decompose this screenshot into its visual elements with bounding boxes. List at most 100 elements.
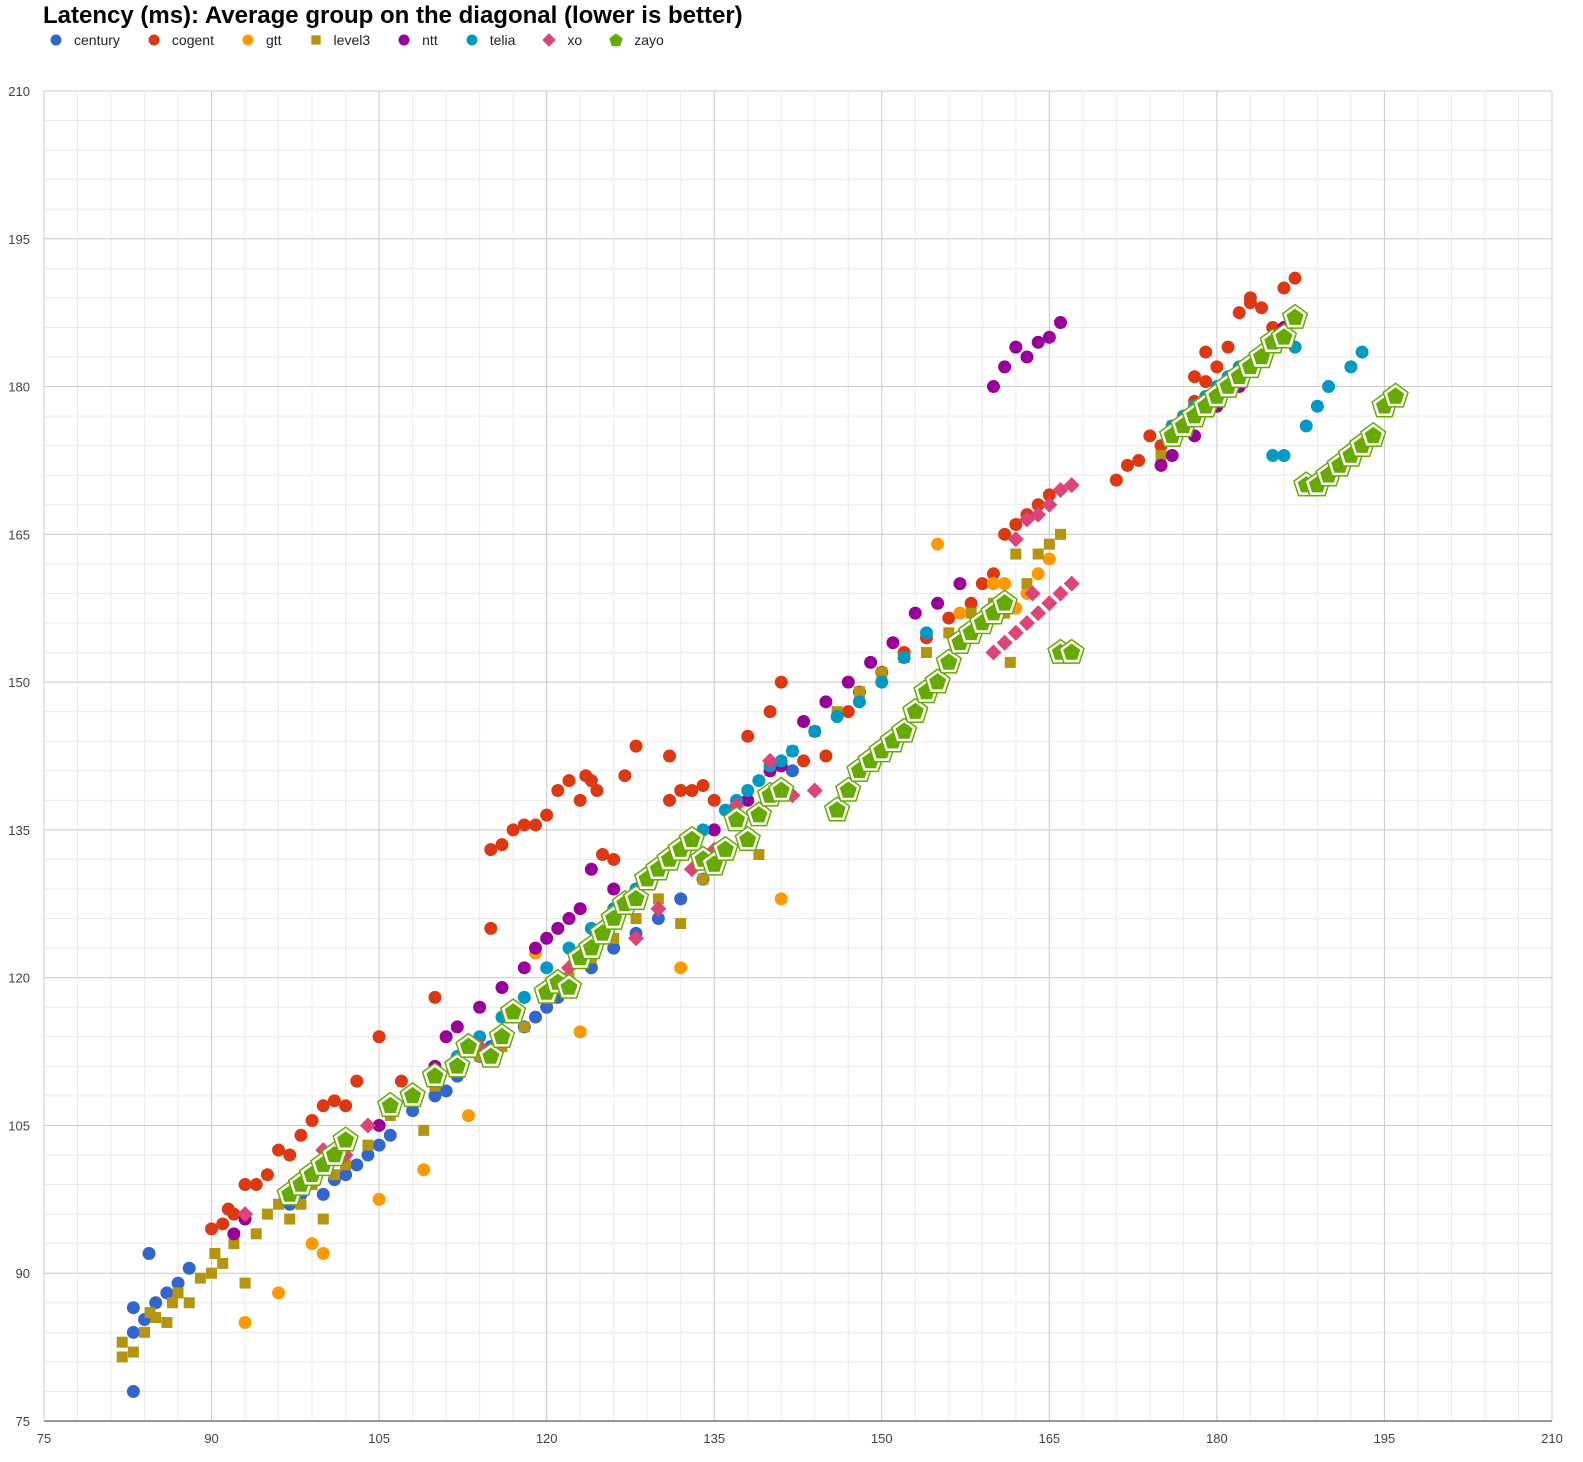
data-point-gtt — [305, 1237, 319, 1251]
legend-marker-zayo — [609, 33, 623, 47]
data-point-level3 — [943, 627, 955, 639]
data-point-century — [142, 1247, 156, 1261]
y-tick-label: 135 — [8, 823, 30, 838]
data-point-telia — [1266, 449, 1280, 463]
data-point-century — [540, 1000, 554, 1014]
x-tick-label: 165 — [1038, 1431, 1060, 1446]
data-point-gtt — [931, 537, 945, 551]
data-point-gtt — [461, 1109, 475, 1123]
data-point-zayo — [678, 825, 706, 852]
data-point-century — [149, 1296, 163, 1310]
data-point-level3 — [518, 1021, 530, 1033]
data-point-ntt — [540, 931, 554, 945]
data-point-cogent — [1132, 453, 1146, 467]
legend-item-gtt[interactable]: gtt — [240, 32, 282, 48]
data-point-level3 — [675, 917, 687, 929]
data-point-level3 — [144, 1307, 156, 1319]
data-point-telia — [1277, 449, 1291, 463]
data-point-cogent — [294, 1128, 308, 1142]
data-point-telia — [830, 710, 844, 724]
y-tick-label: 165 — [8, 527, 30, 542]
data-point-cogent — [774, 675, 788, 689]
data-point-xo — [985, 644, 1002, 661]
data-point-xo — [1041, 595, 1058, 612]
data-point-zayo — [1371, 392, 1398, 418]
data-point-century — [350, 1158, 364, 1172]
data-point-cogent — [707, 793, 721, 807]
data-point-level3 — [239, 1277, 251, 1289]
data-point-telia — [1310, 399, 1324, 413]
series-cogent — [205, 271, 1302, 1236]
data-point-cogent — [584, 774, 598, 788]
data-point-cogent — [819, 749, 833, 763]
square-icon — [310, 35, 321, 45]
data-point-ntt — [439, 1030, 453, 1044]
data-point-level3 — [876, 666, 888, 678]
data-point-zayo — [723, 806, 750, 832]
data-point-zayo — [377, 1091, 404, 1118]
legend-label: century — [74, 32, 120, 48]
legend-marker-ntt — [398, 34, 410, 46]
data-point-century — [439, 1084, 453, 1098]
data-point-ntt — [1042, 330, 1056, 344]
legend-item-xo[interactable]: xo — [541, 32, 582, 48]
data-point-cogent — [1009, 517, 1023, 531]
data-point-cogent — [1121, 458, 1135, 472]
legend-marker-cogent — [148, 34, 160, 46]
legend-item-zayo[interactable]: zayo — [608, 32, 664, 48]
data-point-century — [785, 764, 799, 778]
diamond-icon — [542, 33, 557, 47]
data-point-gtt — [1042, 552, 1056, 566]
data-point-xo — [1007, 531, 1024, 548]
data-point-cogent — [540, 808, 554, 822]
legend-label: telia — [489, 32, 516, 48]
data-point-zayo — [890, 717, 918, 743]
y-tick-label: 150 — [8, 675, 30, 690]
legend-item-ntt[interactable]: ntt — [396, 32, 438, 48]
data-point-cogent — [272, 1143, 286, 1157]
data-point-ntt — [1154, 458, 1168, 472]
data-point-zayo — [488, 1022, 516, 1049]
data-point-xo — [1052, 482, 1069, 498]
data-point-cogent — [663, 793, 677, 807]
legend-item-level3[interactable]: level3 — [308, 32, 370, 48]
legend-item-cogent[interactable]: cogent — [146, 32, 214, 48]
data-point-ntt — [584, 862, 598, 876]
data-point-cogent — [685, 783, 699, 797]
data-point-gtt — [986, 577, 1000, 591]
data-point-telia — [1299, 419, 1313, 433]
data-point-gtt — [953, 606, 967, 620]
data-point-level3 — [183, 1297, 195, 1309]
data-point-ntt — [998, 360, 1012, 374]
y-tick-label: 75 — [16, 1414, 30, 1429]
data-point-ntt — [1165, 449, 1179, 463]
data-point-cogent — [249, 1178, 263, 1192]
data-point-xo — [1041, 496, 1058, 513]
legend-item-century[interactable]: century — [48, 32, 120, 48]
data-point-xo — [762, 752, 779, 769]
legend-marker-telia — [466, 34, 478, 46]
data-point-level3 — [853, 686, 865, 698]
data-point-cogent — [1288, 271, 1302, 285]
data-point-cogent — [506, 823, 520, 837]
x-tick-label: 150 — [871, 1431, 893, 1446]
data-point-cogent — [975, 577, 989, 591]
data-point-xo — [650, 900, 667, 917]
data-point-level3 — [139, 1326, 151, 1338]
data-point-zayo — [768, 776, 795, 802]
data-point-cogent — [528, 818, 542, 832]
series-zayo — [276, 303, 1409, 1206]
legend-item-telia[interactable]: telia — [464, 32, 516, 48]
data-point-ntt — [707, 823, 721, 837]
data-point-level3 — [250, 1228, 262, 1240]
data-point-cogent — [674, 783, 688, 797]
data-point-cogent — [428, 990, 442, 1004]
data-point-level3 — [1021, 578, 1033, 590]
data-point-ntt — [1009, 340, 1023, 354]
data-point-xo — [1030, 605, 1047, 622]
data-point-level3 — [630, 913, 642, 925]
data-point-level3 — [261, 1208, 273, 1220]
data-point-cogent — [596, 848, 610, 862]
legend-marker-century — [50, 34, 62, 46]
series-xo — [237, 477, 1080, 1223]
